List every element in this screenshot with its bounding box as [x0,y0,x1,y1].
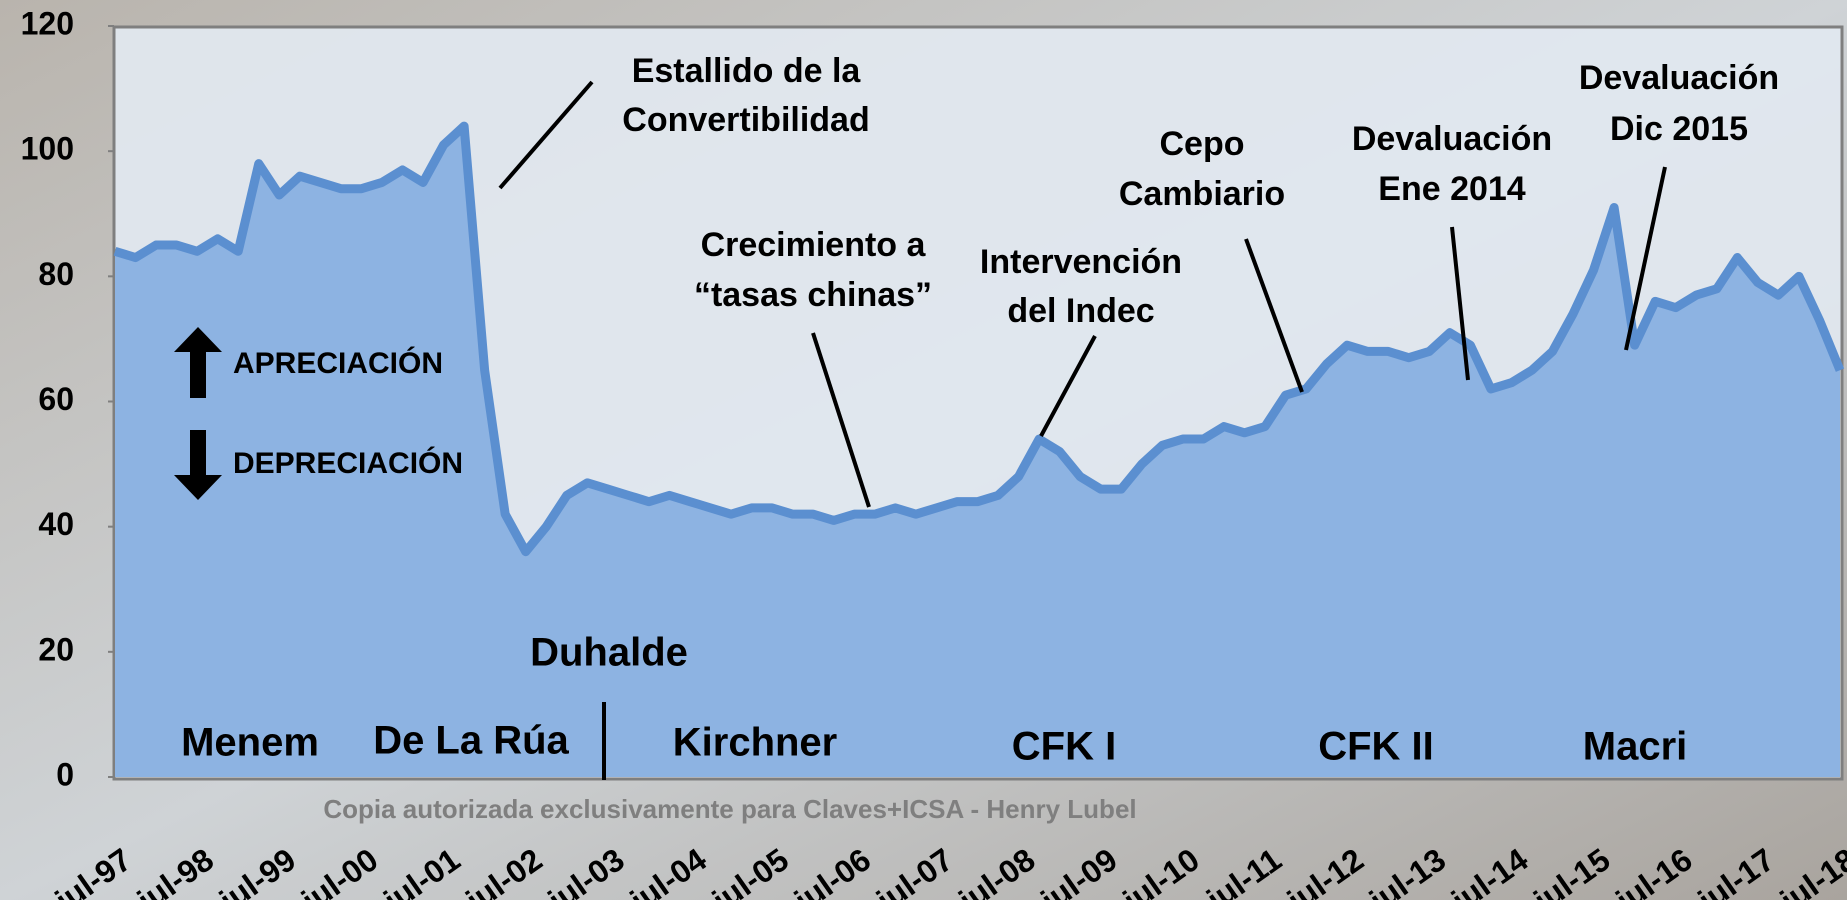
period-label: Kirchner [673,721,838,765]
y-tick-label: 40 [38,506,74,542]
period-label: Duhalde [530,631,688,675]
chart: Estallido de la Convertibilidad Crecimient… [0,0,1847,900]
y-tick-label: 20 [38,631,74,667]
y-tick-label: 80 [38,256,74,292]
annotation: Ene 2014 [1378,170,1526,208]
annotation: Cambiario [1119,175,1285,213]
annotation: Convertibilidad [622,101,869,139]
annotation: del Indec [1007,292,1154,330]
annotation: Devaluación [1579,59,1779,97]
page: Estallido de la Convertibilidad Crecimient… [0,0,1847,900]
annotation: Crecimiento a [701,226,927,264]
annotation: Devaluación [1352,120,1552,158]
annotation: Cepo [1160,125,1245,163]
annotation: “tasas chinas” [694,276,932,314]
y-tick-label: 60 [38,381,74,417]
annotation: Dic 2015 [1610,110,1748,148]
annotation: Estallido de la [632,52,862,90]
period-label: CFK I [1012,725,1116,769]
direction-label: APRECIACIÓN [233,346,443,380]
period-label: Macri [1583,725,1688,769]
direction-label: DEPRECIACIÓN [233,446,463,480]
period-label: De La Rúa [373,719,569,763]
period-label: Menem [181,721,319,765]
period-label: CFK II [1318,725,1434,769]
footer: Copia autorizada exclusivamente para Cla… [323,794,1136,824]
annotation: Intervención [980,243,1182,281]
y-tick-label: 100 [21,131,74,167]
y-tick-label: 120 [21,5,74,41]
y-tick-label: 0 [56,756,74,792]
